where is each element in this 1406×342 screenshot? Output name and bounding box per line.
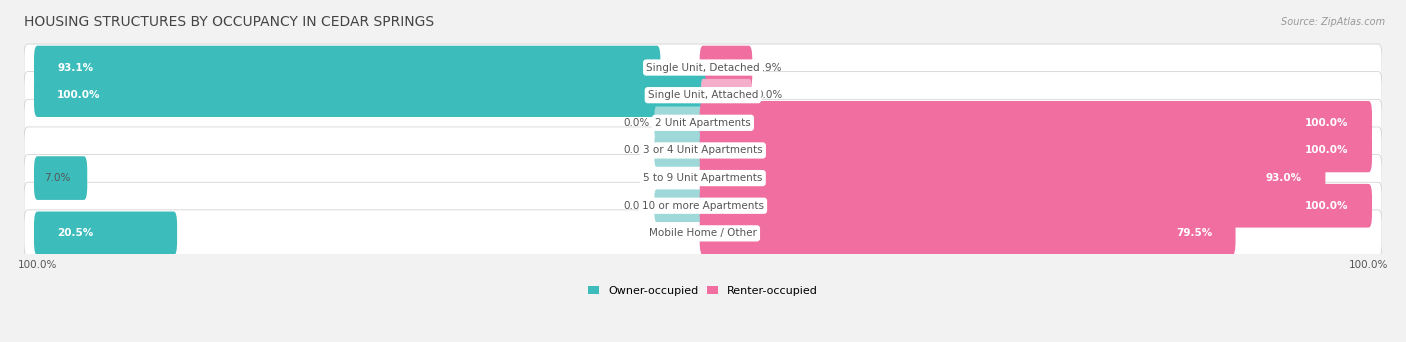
FancyBboxPatch shape — [24, 72, 1382, 119]
Text: 5 to 9 Unit Apartments: 5 to 9 Unit Apartments — [644, 173, 762, 183]
Text: 7.0%: 7.0% — [44, 173, 70, 183]
Text: HOUSING STRUCTURES BY OCCUPANCY IN CEDAR SPRINGS: HOUSING STRUCTURES BY OCCUPANCY IN CEDAR… — [24, 15, 434, 29]
Text: 0.0%: 0.0% — [623, 145, 650, 156]
FancyBboxPatch shape — [700, 46, 752, 89]
Text: 93.0%: 93.0% — [1265, 173, 1302, 183]
FancyBboxPatch shape — [654, 134, 704, 167]
Text: Mobile Home / Other: Mobile Home / Other — [650, 228, 756, 238]
Text: 20.5%: 20.5% — [58, 228, 94, 238]
FancyBboxPatch shape — [34, 73, 706, 117]
FancyBboxPatch shape — [700, 212, 1236, 255]
FancyBboxPatch shape — [700, 129, 1372, 172]
Text: Source: ZipAtlas.com: Source: ZipAtlas.com — [1281, 17, 1385, 27]
Text: Single Unit, Detached: Single Unit, Detached — [647, 63, 759, 73]
FancyBboxPatch shape — [700, 184, 1372, 227]
Text: 0.0%: 0.0% — [623, 118, 650, 128]
Text: 100.0%: 100.0% — [58, 90, 101, 100]
Text: 3 or 4 Unit Apartments: 3 or 4 Unit Apartments — [643, 145, 763, 156]
Text: 100.0%: 100.0% — [1305, 145, 1348, 156]
Text: Single Unit, Attached: Single Unit, Attached — [648, 90, 758, 100]
FancyBboxPatch shape — [654, 106, 704, 139]
FancyBboxPatch shape — [24, 210, 1382, 257]
Text: 100.0%: 100.0% — [1305, 201, 1348, 211]
Text: 6.9%: 6.9% — [755, 63, 782, 73]
Text: 93.1%: 93.1% — [58, 63, 93, 73]
FancyBboxPatch shape — [34, 46, 661, 89]
FancyBboxPatch shape — [700, 101, 1372, 145]
FancyBboxPatch shape — [654, 189, 704, 222]
FancyBboxPatch shape — [700, 156, 1326, 200]
Legend: Owner-occupied, Renter-occupied: Owner-occupied, Renter-occupied — [588, 286, 818, 296]
Text: 0.0%: 0.0% — [623, 201, 650, 211]
FancyBboxPatch shape — [24, 44, 1382, 91]
FancyBboxPatch shape — [34, 156, 87, 200]
FancyBboxPatch shape — [24, 182, 1382, 229]
FancyBboxPatch shape — [24, 127, 1382, 174]
Text: 79.5%: 79.5% — [1175, 228, 1212, 238]
Text: 0.0%: 0.0% — [756, 90, 783, 100]
FancyBboxPatch shape — [24, 155, 1382, 201]
Text: 2 Unit Apartments: 2 Unit Apartments — [655, 118, 751, 128]
FancyBboxPatch shape — [24, 99, 1382, 146]
Text: 100.0%: 100.0% — [1305, 118, 1348, 128]
FancyBboxPatch shape — [34, 212, 177, 255]
Text: 10 or more Apartments: 10 or more Apartments — [643, 201, 763, 211]
FancyBboxPatch shape — [702, 79, 752, 111]
